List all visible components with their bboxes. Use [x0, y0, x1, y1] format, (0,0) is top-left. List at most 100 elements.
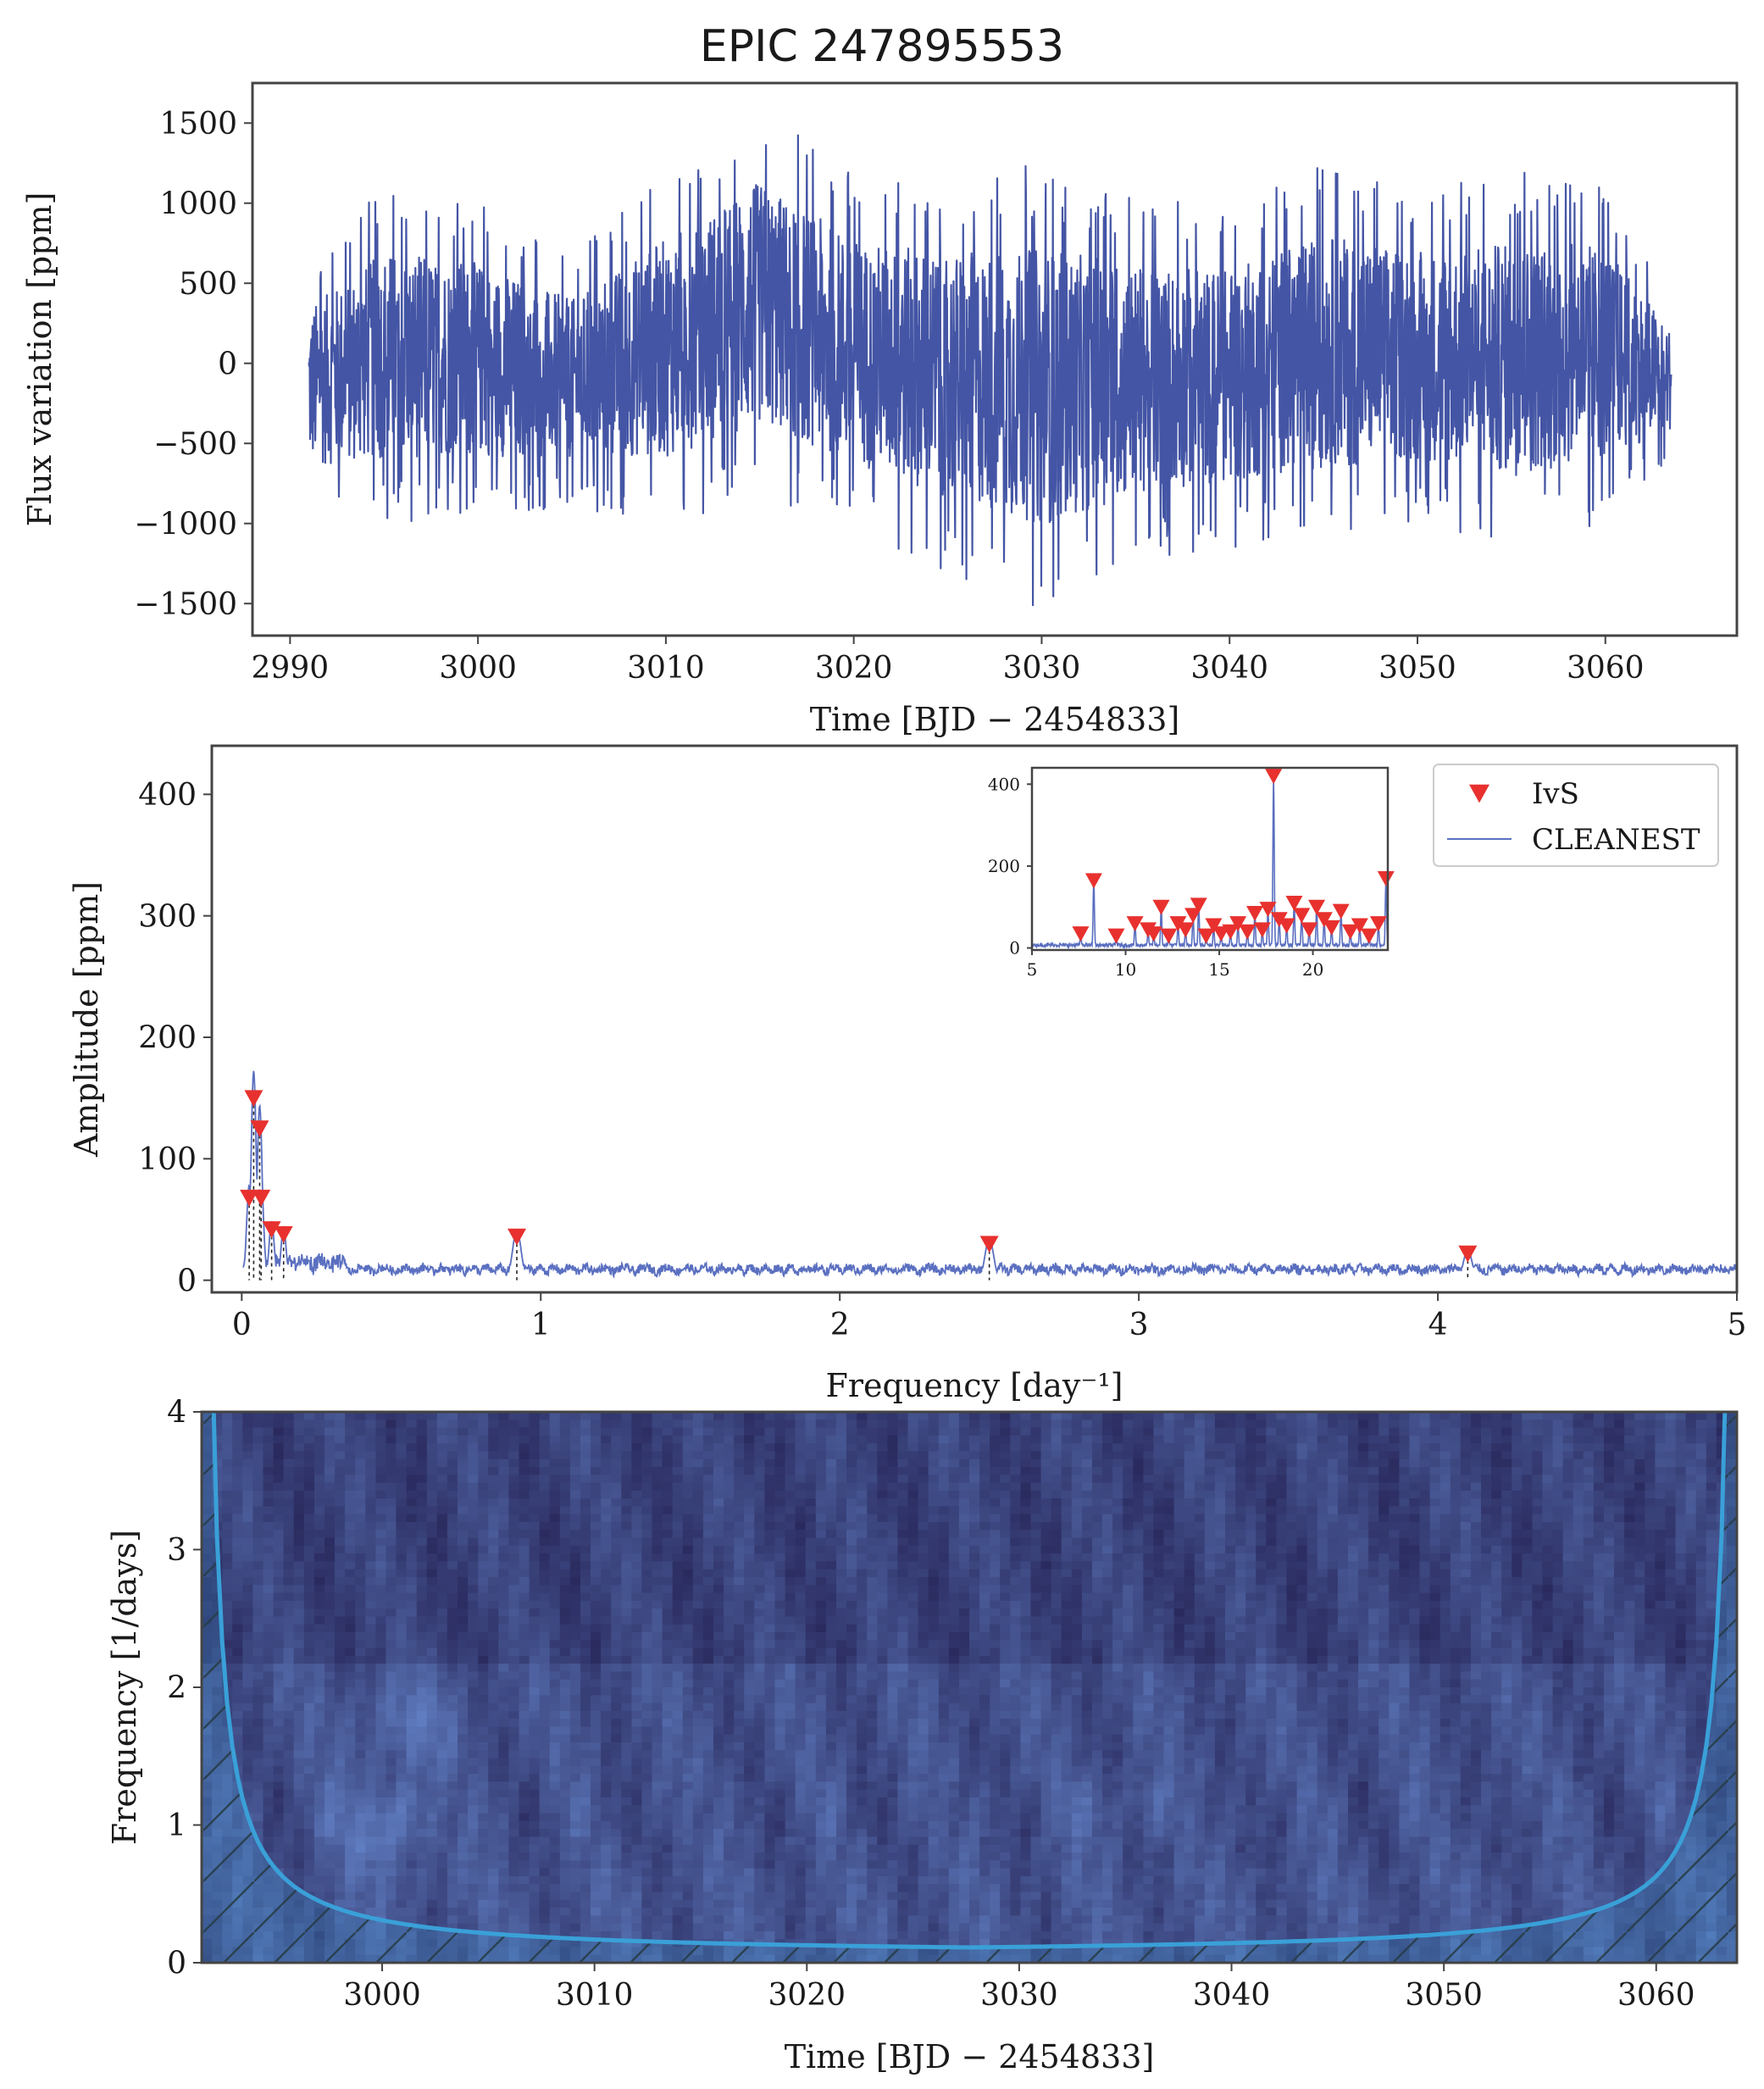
wavelet-cell	[335, 1451, 346, 1460]
wavelet-cell	[591, 1616, 602, 1625]
wavelet-cell	[325, 1608, 336, 1618]
wavelet-cell	[1133, 1490, 1145, 1499]
wavelet-cell	[1695, 1624, 1707, 1633]
wavelet-cell	[1665, 1592, 1677, 1602]
wavelet-cell	[1695, 1498, 1707, 1508]
wavelet-cell	[764, 1530, 776, 1539]
wavelet-cell	[232, 1451, 243, 1460]
wavelet-cell	[958, 1412, 970, 1420]
wavelet-cell	[1092, 1522, 1103, 1531]
wavelet-cell	[406, 1412, 418, 1420]
wavelet-cell	[1675, 1647, 1687, 1657]
wavelet-cell	[1624, 1545, 1635, 1554]
wavelet-cell	[1358, 1475, 1369, 1484]
wavelet-cell	[426, 1490, 438, 1499]
wavelet-cell	[713, 1640, 724, 1649]
wavelet-cell	[468, 1482, 479, 1492]
wavelet-cell	[969, 1420, 980, 1429]
wavelet-cell	[396, 1530, 408, 1539]
wavelet-cell	[386, 1608, 397, 1618]
wavelet-cell	[724, 1577, 735, 1586]
wavelet-cell	[692, 1514, 704, 1523]
wavelet-cell	[1194, 1490, 1206, 1499]
wavelet-cell	[1419, 1545, 1431, 1554]
wavelet-cell	[508, 1616, 520, 1625]
wavelet-cell	[293, 1475, 305, 1484]
wavelet-cell	[1368, 1490, 1379, 1499]
wavelet-cell	[1266, 1412, 1278, 1420]
wavelet-cell	[263, 1490, 275, 1499]
wavelet-cell	[734, 1616, 745, 1625]
wavelet-cell	[692, 1537, 704, 1547]
wavelet-cell	[1665, 1569, 1677, 1578]
wavelet-cell	[508, 1553, 520, 1563]
wavelet-cell	[283, 1530, 295, 1539]
wavelet-cell	[846, 1624, 857, 1633]
wavelet-cell	[1695, 1585, 1707, 1594]
wavelet-cell	[1634, 1514, 1645, 1523]
wavelet-cell	[867, 1420, 878, 1429]
wavelet-cell	[1491, 1482, 1502, 1492]
wavelet-cell	[1491, 1545, 1502, 1554]
wavelet-cell	[1460, 1482, 1472, 1492]
wavelet-cell	[611, 1608, 622, 1618]
wavelet-cell	[979, 1475, 990, 1484]
wavelet-cell	[601, 1451, 612, 1460]
wavelet-cell	[263, 1427, 275, 1436]
wavelet-cell	[713, 1482, 724, 1492]
wavelet-cell	[662, 1632, 674, 1641]
wavelet-cell	[938, 1451, 950, 1460]
wavelet-cell	[1000, 1530, 1011, 1539]
wavelet-cell	[222, 1530, 233, 1539]
wavelet-cell	[539, 1498, 551, 1508]
wavelet-cell	[1460, 1616, 1472, 1625]
wavelet-cell	[857, 1640, 868, 1649]
wavelet-cell	[508, 1592, 520, 1602]
wavelet-cell	[877, 1443, 889, 1453]
wavelet-cell	[764, 1608, 776, 1618]
wavelet-cell	[1450, 1443, 1462, 1453]
wavelet-cell	[232, 1435, 243, 1444]
wavelet-cell	[611, 1561, 622, 1570]
wavelet-cell	[1512, 1443, 1523, 1453]
wavelet-cell	[1306, 1443, 1318, 1453]
wavelet-cell	[1040, 1545, 1052, 1554]
wavelet-cell	[447, 1458, 458, 1468]
wavelet-cell	[702, 1561, 714, 1570]
wavelet-cell	[702, 1514, 714, 1523]
wavelet-cell	[303, 1482, 315, 1492]
wavelet-cell	[580, 1451, 591, 1460]
wavelet-cell	[948, 1443, 960, 1453]
wavelet-cell	[1286, 1624, 1298, 1633]
wavelet-cell	[529, 1420, 541, 1429]
wavelet-cell	[468, 1530, 479, 1539]
wavelet-cell	[928, 1514, 940, 1523]
wavelet-cell	[468, 1435, 479, 1444]
wavelet-cell	[1368, 1647, 1379, 1657]
wavelet-cell	[406, 1592, 418, 1602]
wavelet-cell	[591, 1537, 602, 1547]
wavelet-cell	[1378, 1498, 1390, 1508]
wavelet-cell	[1061, 1522, 1073, 1531]
wavelet-cell	[918, 1655, 929, 1664]
wavelet-cell	[1358, 1647, 1369, 1657]
wavelet-cell	[805, 1443, 817, 1453]
wavelet-cell	[1051, 1506, 1062, 1515]
wavelet-cell	[958, 1443, 970, 1453]
wavelet-cell	[1071, 1522, 1083, 1531]
wavelet-cell	[375, 1632, 387, 1641]
wavelet-cell	[611, 1490, 622, 1499]
wavelet-cell	[1542, 1561, 1554, 1570]
wavelet-cell	[1409, 1553, 1421, 1563]
wavelet-cell	[682, 1530, 694, 1539]
wavelet-cell	[549, 1530, 561, 1539]
wavelet-cell	[1439, 1537, 1451, 1547]
wavelet-cell	[734, 1427, 745, 1436]
wavelet-cell	[815, 1632, 827, 1641]
wavelet-cell	[1286, 1537, 1298, 1547]
wavelet-cell	[1276, 1647, 1288, 1657]
wavelet-cell	[303, 1664, 315, 1673]
wavelet-cell	[1512, 1608, 1523, 1618]
wavelet-cell	[212, 1451, 223, 1460]
wavelet-cell	[1358, 1514, 1369, 1523]
